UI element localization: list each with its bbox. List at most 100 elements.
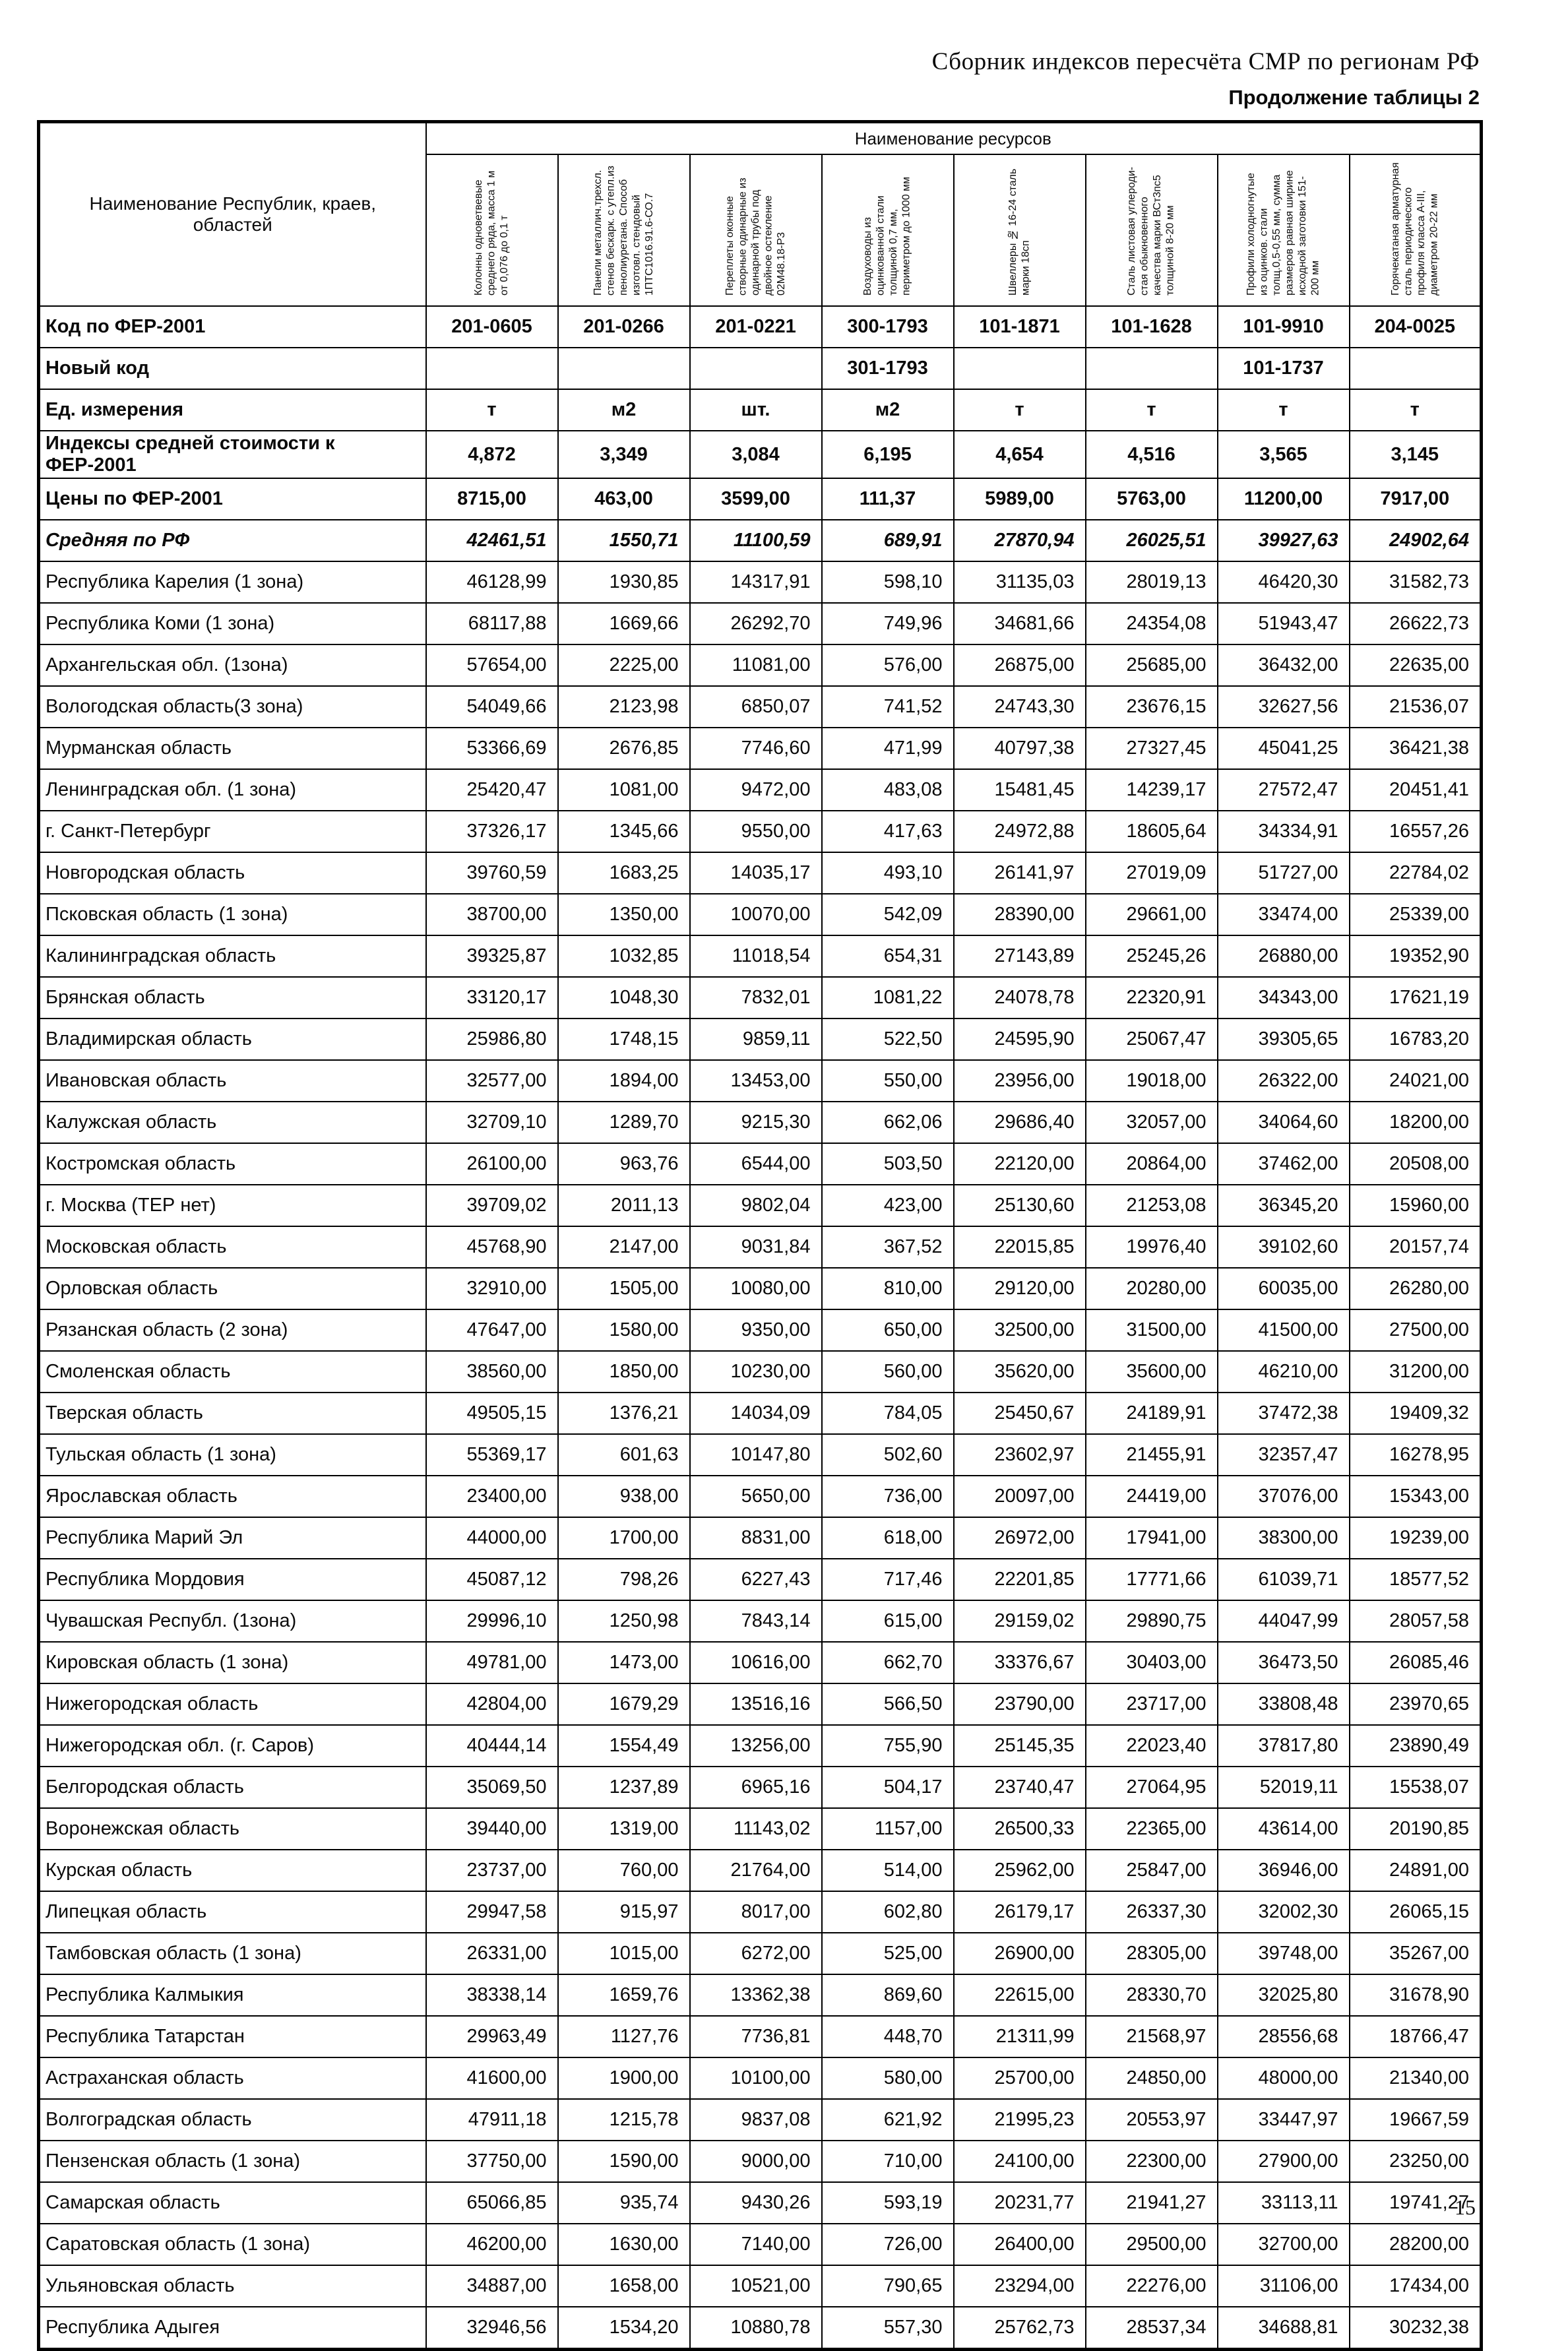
value-cell: 34688,81 <box>1216 2306 1350 2350</box>
value-cell: 32709,10 <box>425 1101 559 1144</box>
value-cell: 24972,88 <box>953 810 1086 853</box>
value-cell: 20864,00 <box>1084 1143 1218 1185</box>
value-cell: 14239,17 <box>1084 768 1218 811</box>
region-row-27: Кировская область (1 зона) 49781,00 1473,0… <box>38 1641 1482 1684</box>
value-cell: т <box>425 389 559 431</box>
value-cell: 19976,40 <box>1084 1226 1218 1269</box>
value-cell: 14317,91 <box>689 561 823 604</box>
value-cell: 37326,17 <box>425 810 559 853</box>
row-label: Тамбовская область (1 зона) <box>38 1932 427 1975</box>
value-cell: 22276,00 <box>1084 2265 1218 2307</box>
value-cell: 27572,47 <box>1216 768 1350 811</box>
value-cell: 1505,00 <box>557 1267 691 1310</box>
value-cell: 36345,20 <box>1216 1184 1350 1227</box>
value-cell: 2676,85 <box>557 727 691 770</box>
row-label: Воронежская область <box>38 1807 427 1850</box>
region-row-28: Нижегородская область 42804,00 1679,29 1351… <box>38 1683 1482 1726</box>
value-cell: 798,26 <box>557 1558 691 1601</box>
value-cell: 31678,90 <box>1348 1974 1482 2017</box>
value-cell: 22120,00 <box>953 1143 1086 1185</box>
row-label: Нижегородская обл. (г. Саров) <box>38 1724 427 1767</box>
value-cell: 10100,00 <box>689 2057 823 2100</box>
value-cell: 44047,99 <box>1216 1600 1350 1643</box>
value-cell: 26179,17 <box>953 1891 1086 1933</box>
value-cell: 5763,00 <box>1084 478 1218 520</box>
value-cell: м2 <box>557 389 691 431</box>
value-cell: 24078,78 <box>953 976 1086 1019</box>
row-label: Новый код <box>38 347 427 390</box>
column-header-4: Воздуховоды из оцинкованной стали толщин… <box>821 154 955 307</box>
value-cell: 35600,00 <box>1084 1350 1218 1393</box>
value-cell: 1850,00 <box>557 1350 691 1393</box>
value-cell: 101-9910 <box>1216 305 1350 348</box>
header-row-top: Наименование Республик, краев, областей … <box>38 121 1482 307</box>
value-cell: 23602,97 <box>953 1433 1086 1476</box>
value-cell: 502,60 <box>821 1433 955 1476</box>
value-cell: 37472,38 <box>1216 1392 1350 1435</box>
value-cell: 1081,22 <box>821 976 955 1019</box>
value-cell: 28200,00 <box>1348 2223 1482 2266</box>
resources-header: Наименование ресурсов <box>425 121 1482 155</box>
value-cell: 11143,02 <box>689 1807 823 1850</box>
value-cell: 68117,88 <box>425 602 559 645</box>
value-cell: 21941,27 <box>1084 2181 1218 2224</box>
value-cell: шт. <box>689 389 823 431</box>
region-row-7: г. Санкт-Петербург 37326,17 1345,66 9550,00… <box>38 810 1482 853</box>
value-cell: 6850,07 <box>689 685 823 728</box>
value-cell <box>953 347 1086 390</box>
value-cell: 736,00 <box>821 1475 955 1518</box>
region-row-26: Чувашская Республ. (1зона) 29996,10 1250,9… <box>38 1600 1482 1643</box>
value-cell: 29661,00 <box>1084 893 1218 936</box>
value-cell: 9031,84 <box>689 1226 823 1269</box>
value-cell: 615,00 <box>821 1600 955 1643</box>
value-cell: 54049,66 <box>425 685 559 728</box>
value-cell: 15960,00 <box>1348 1184 1482 1227</box>
value-cell: 101-1871 <box>953 305 1086 348</box>
value-cell: 1157,00 <box>821 1807 955 1850</box>
value-cell: 503,50 <box>821 1143 955 1185</box>
region-row-23: Ярославская область 23400,00 938,00 5650,00… <box>38 1475 1482 1518</box>
row-label: Псковская область (1 зона) <box>38 893 427 936</box>
value-cell: 21568,97 <box>1084 2015 1218 2058</box>
value-cell: 22023,40 <box>1084 1724 1218 1767</box>
value-cell: 26065,15 <box>1348 1891 1482 1933</box>
value-cell: 26280,00 <box>1348 1267 1482 1310</box>
value-cell: 9000,00 <box>689 2140 823 2183</box>
value-cell: 5989,00 <box>953 478 1086 520</box>
value-cell: 32700,00 <box>1216 2223 1350 2266</box>
value-cell: 21764,00 <box>689 1849 823 1892</box>
value-cell: 38700,00 <box>425 893 559 936</box>
value-cell: 7140,00 <box>689 2223 823 2266</box>
value-cell: 24189,91 <box>1084 1392 1218 1435</box>
value-cell: 26292,70 <box>689 602 823 645</box>
value-cell: 27327,45 <box>1084 727 1218 770</box>
region-row-43: Республика Адыгея 32946,56 1534,20 10880,78… <box>38 2306 1482 2350</box>
value-cell: 24595,90 <box>953 1018 1086 1061</box>
value-cell: 1473,00 <box>557 1641 691 1684</box>
value-cell: 23737,00 <box>425 1849 559 1892</box>
value-cell: 31135,03 <box>953 561 1086 604</box>
value-cell: 9472,00 <box>689 768 823 811</box>
value-cell: 22300,00 <box>1084 2140 1218 2183</box>
region-row-39: Пензенская область (1 зона) 37750,00 1590,… <box>38 2140 1482 2183</box>
value-cell: 23956,00 <box>953 1059 1086 1102</box>
row-label: Нижегородская область <box>38 1683 427 1726</box>
value-cell: 26100,00 <box>425 1143 559 1185</box>
value-cell: 760,00 <box>557 1849 691 1892</box>
value-cell: 15538,07 <box>1348 1766 1482 1809</box>
value-cell: 19409,32 <box>1348 1392 1482 1435</box>
value-cell: 483,08 <box>821 768 955 811</box>
row-label: Мурманская область <box>38 727 427 770</box>
region-row-40: Самарская область 65066,85 935,74 9430,26 59… <box>38 2181 1482 2224</box>
value-cell: 28019,13 <box>1084 561 1218 604</box>
value-cell: 25245,26 <box>1084 935 1218 978</box>
region-row-17: Московская область 45768,90 2147,00 9031,84… <box>38 1226 1482 1269</box>
value-cell: 34064,60 <box>1216 1101 1350 1144</box>
region-row-12: Владимирская область 25986,80 1748,15 9859,… <box>38 1018 1482 1061</box>
value-cell: 8017,00 <box>689 1891 823 1933</box>
value-cell: 45041,25 <box>1216 727 1350 770</box>
value-cell: 576,00 <box>821 644 955 687</box>
value-cell: 417,63 <box>821 810 955 853</box>
value-cell: 33808,48 <box>1216 1683 1350 1726</box>
value-cell: 17434,00 <box>1348 2265 1482 2307</box>
